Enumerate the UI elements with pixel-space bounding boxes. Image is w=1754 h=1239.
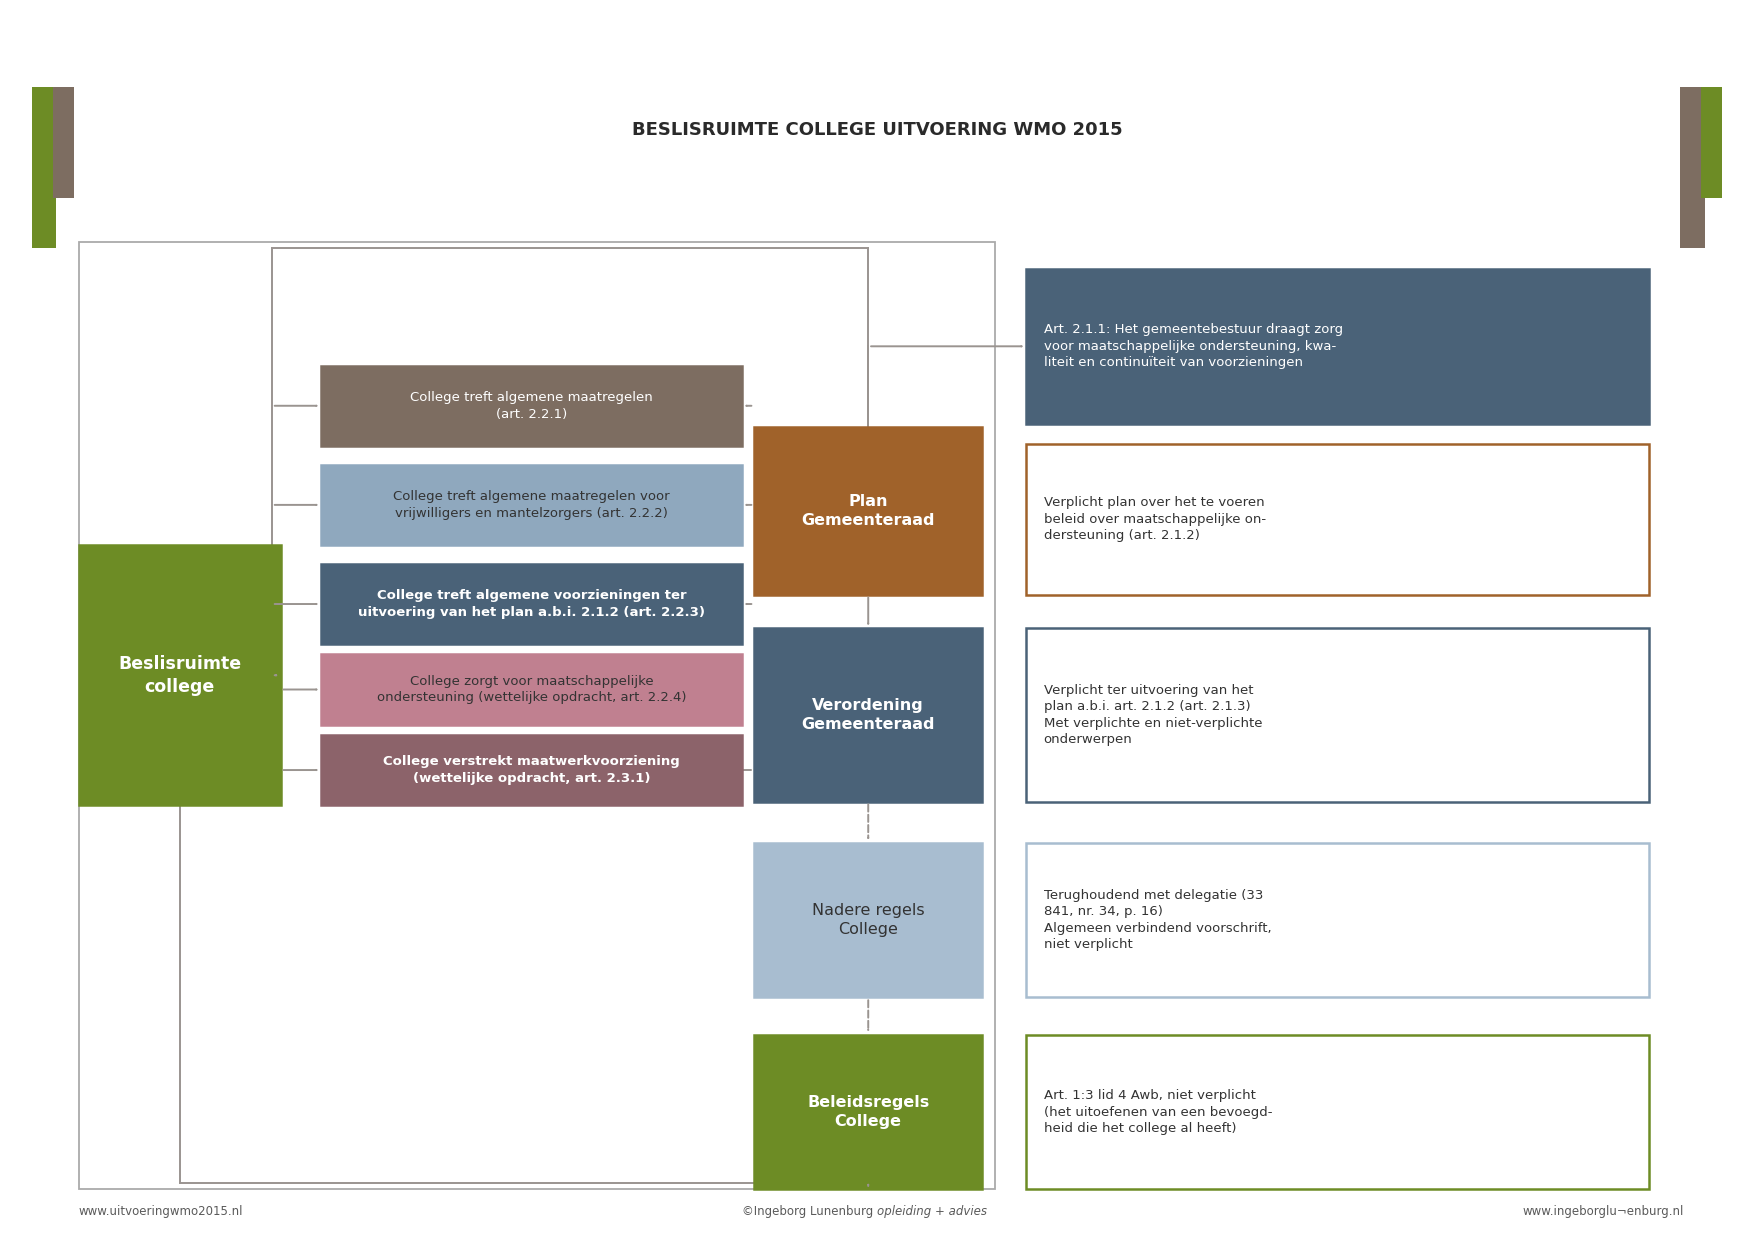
Text: Art. 2.1.1: Het gemeentebestuur draagt zorg
voor maatschappelijke ondersteuning,: Art. 2.1.1: Het gemeentebestuur draagt z… xyxy=(1044,323,1344,369)
Text: Verplicht plan over het te voeren
beleid over maatschappelijke on-
dersteuning (: Verplicht plan over het te voeren beleid… xyxy=(1044,496,1266,543)
FancyBboxPatch shape xyxy=(754,843,982,997)
Text: Nadere regels
College: Nadere regels College xyxy=(812,903,924,937)
Bar xyxy=(32,87,56,248)
FancyBboxPatch shape xyxy=(754,1035,982,1189)
Text: College zorgt voor maatschappelijke
ondersteuning (wettelijke opdracht, art. 2.2: College zorgt voor maatschappelijke onde… xyxy=(377,675,686,704)
FancyBboxPatch shape xyxy=(1026,628,1649,802)
FancyBboxPatch shape xyxy=(1026,269,1649,424)
Text: College treft algemene voorzieningen ter
uitvoering van het plan a.b.i. 2.1.2 (a: College treft algemene voorzieningen ter… xyxy=(358,590,705,618)
Bar xyxy=(53,87,74,198)
Text: College verstrekt maatwerkvoorziening
(wettelijke opdracht, art. 2.3.1): College verstrekt maatwerkvoorziening (w… xyxy=(382,756,681,784)
Text: Verplicht ter uitvoering van het
plan a.b.i. art. 2.1.2 (art. 2.1.3)
Met verplic: Verplicht ter uitvoering van het plan a.… xyxy=(1044,684,1263,746)
Text: College treft algemene maatregelen voor
vrijwilligers en mantelzorgers (art. 2.2: College treft algemene maatregelen voor … xyxy=(393,491,670,519)
FancyBboxPatch shape xyxy=(79,545,281,805)
Bar xyxy=(1680,87,1705,248)
FancyBboxPatch shape xyxy=(321,564,742,644)
Text: Beleidsregels
College: Beleidsregels College xyxy=(807,1095,930,1129)
Text: ©Ingeborg Lunenburg: ©Ingeborg Lunenburg xyxy=(742,1206,877,1218)
FancyBboxPatch shape xyxy=(321,735,742,805)
FancyBboxPatch shape xyxy=(754,427,982,595)
FancyBboxPatch shape xyxy=(754,628,982,802)
FancyBboxPatch shape xyxy=(1026,1035,1649,1189)
FancyBboxPatch shape xyxy=(321,366,742,446)
FancyBboxPatch shape xyxy=(1026,444,1649,595)
Text: Plan
Gemeenteraad: Plan Gemeenteraad xyxy=(802,494,935,528)
Text: College treft algemene maatregelen
(art. 2.2.1): College treft algemene maatregelen (art.… xyxy=(410,392,652,420)
Text: opleiding + advies: opleiding + advies xyxy=(877,1206,988,1218)
Text: Beslisruimte
college: Beslisruimte college xyxy=(118,654,242,696)
Text: BESLISRUIMTE COLLEGE UITVOERING WMO 2015: BESLISRUIMTE COLLEGE UITVOERING WMO 2015 xyxy=(631,121,1123,139)
Text: Terughoudend met delegatie (33
841, nr. 34, p. 16)
Algemeen verbindend voorschri: Terughoudend met delegatie (33 841, nr. … xyxy=(1044,888,1272,952)
Bar xyxy=(1701,87,1722,198)
FancyBboxPatch shape xyxy=(321,465,742,545)
Text: www.ingeborglu¬enburg.nl: www.ingeborglu¬enburg.nl xyxy=(1522,1206,1684,1218)
Text: www.uitvoeringwmo2015.nl: www.uitvoeringwmo2015.nl xyxy=(79,1206,244,1218)
Bar xyxy=(79,242,995,1189)
Text: Verordening
Gemeenteraad: Verordening Gemeenteraad xyxy=(802,698,935,732)
FancyBboxPatch shape xyxy=(321,654,742,725)
FancyBboxPatch shape xyxy=(1026,843,1649,997)
Text: Art. 1:3 lid 4 Awb, niet verplicht
(het uitoefenen van een bevoegd-
heid die het: Art. 1:3 lid 4 Awb, niet verplicht (het … xyxy=(1044,1089,1272,1135)
